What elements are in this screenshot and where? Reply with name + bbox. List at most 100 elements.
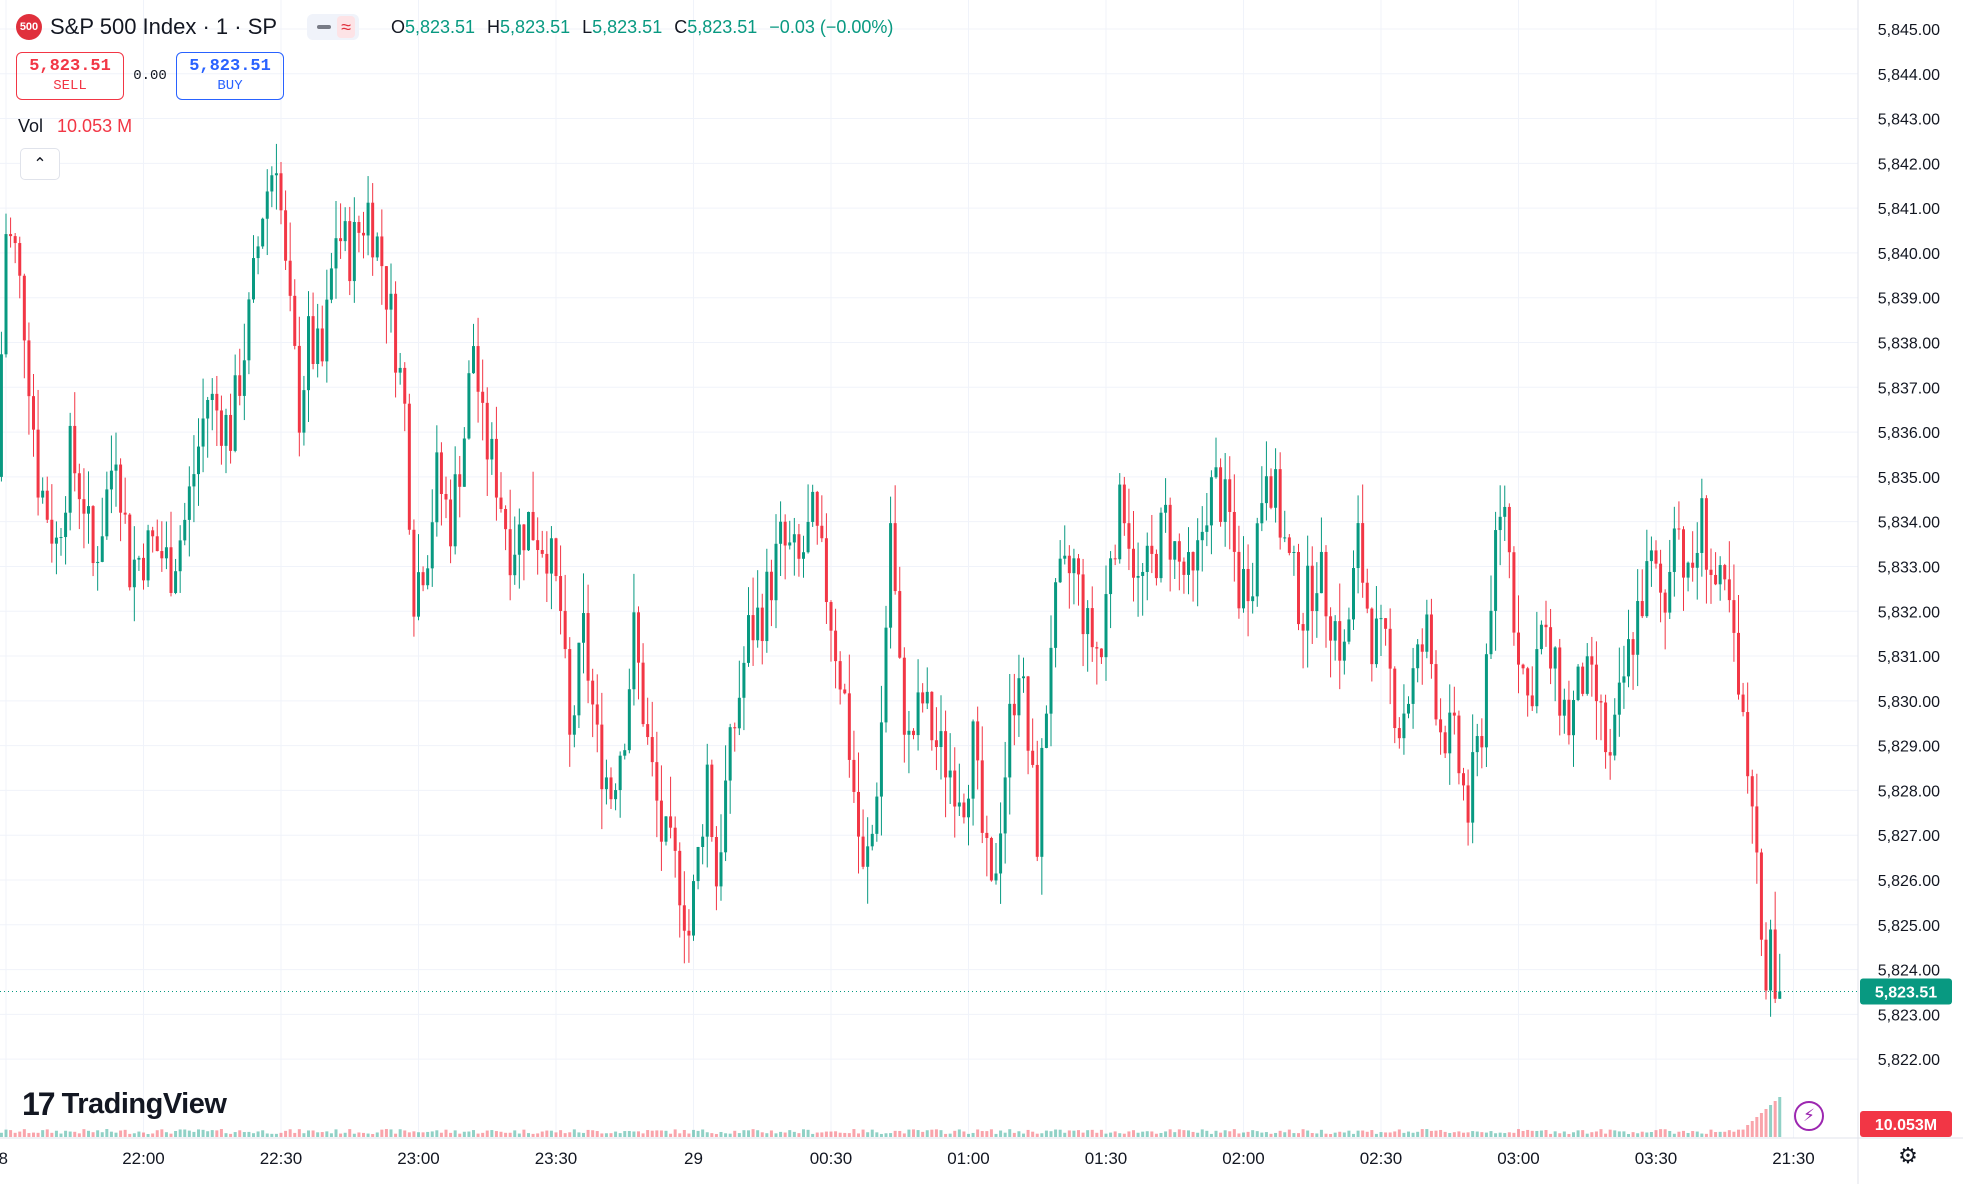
symbol-badge[interactable]: 500: [16, 14, 42, 40]
candle-body: [1567, 699, 1571, 736]
candle-body: [1310, 565, 1314, 612]
chevron-up-icon: ⌃: [33, 156, 47, 173]
volume-bar: [224, 1133, 228, 1137]
volume-bar: [1663, 1129, 1667, 1137]
candle-body: [824, 538, 828, 603]
symbol-legend: 500 S&P 500 Index · 1 · SP ≈ O 5,823.51 H…: [16, 14, 893, 40]
time-axis[interactable]: 28 22:00 22:30 23:00 23:30 29 00:30 01:00 01:30 0…: [0, 1149, 1815, 1168]
candle-body: [1035, 764, 1039, 857]
volume-legend[interactable]: Vol 10.053 M: [18, 116, 132, 137]
volume-bar: [41, 1130, 45, 1137]
volume-bar: [669, 1133, 673, 1137]
volume-bar: [1374, 1133, 1378, 1137]
candle-body: [1177, 541, 1181, 562]
price-tick-label: 5,838.00: [1878, 336, 1940, 353]
candle-body: [403, 367, 407, 404]
volume-bar: [591, 1130, 595, 1137]
candle-body: [1223, 479, 1227, 522]
candle-body: [394, 293, 398, 373]
candle-body: [1407, 703, 1410, 714]
volume-bar: [1704, 1133, 1708, 1137]
volume-bar: [325, 1131, 329, 1137]
volume-bar: [1549, 1133, 1553, 1137]
volume-bar: [398, 1129, 402, 1137]
volume-bar: [22, 1129, 26, 1137]
candle-body: [1521, 664, 1525, 669]
time-tick-label: 22:00: [122, 1149, 165, 1168]
volume-bar: [164, 1132, 168, 1137]
sell-button[interactable]: 5,823.51 SELL: [16, 52, 124, 100]
candle-body: [1164, 504, 1168, 513]
collapse-legend-button[interactable]: ⌃: [20, 148, 60, 180]
volume-bar: [834, 1131, 838, 1137]
volume-bar: [728, 1133, 732, 1137]
volume-bar: [687, 1133, 691, 1137]
candle-body: [870, 833, 874, 847]
candle-body: [815, 491, 819, 526]
lightning-icon[interactable]: ⚡: [1794, 1101, 1824, 1131]
candle-body: [737, 697, 741, 729]
volume-bar: [1292, 1133, 1296, 1137]
tradingview-logo[interactable]: 17 TradingView: [22, 1086, 227, 1123]
gear-icon[interactable]: ⚙: [1898, 1143, 1918, 1168]
volume-bar: [1755, 1117, 1759, 1137]
high-label: H: [487, 16, 501, 37]
candle-body: [123, 512, 127, 515]
candle-body: [1429, 614, 1433, 665]
candle-body: [1759, 852, 1763, 940]
candle-body: [91, 506, 95, 564]
volume-bar: [559, 1130, 563, 1137]
volume-bar: [866, 1132, 870, 1137]
volume-bar: [265, 1133, 269, 1137]
time-tick-label: 03:00: [1497, 1149, 1540, 1168]
candle-body: [183, 519, 187, 541]
candle-body: [921, 692, 925, 704]
volume-bar: [1484, 1132, 1488, 1137]
volume-bar: [1585, 1133, 1589, 1137]
volume-bar: [618, 1133, 622, 1137]
buy-button[interactable]: 5,823.51 BUY: [176, 52, 284, 100]
volume-bar: [889, 1133, 893, 1137]
candle-body: [210, 393, 214, 400]
price-tick-label: 5,826.00: [1878, 873, 1940, 890]
volume-bar: [467, 1131, 471, 1137]
volume-bar: [1732, 1131, 1736, 1137]
candle-body: [508, 529, 512, 576]
volume-bar: [375, 1132, 379, 1137]
symbol-title[interactable]: S&P 500 Index · 1 · SP: [50, 14, 278, 39]
candle-body: [1003, 777, 1007, 834]
candle-body: [357, 221, 361, 233]
candle-body: [238, 375, 242, 396]
candle-body: [320, 328, 324, 362]
candle-body: [1095, 647, 1099, 649]
volume-bar: [357, 1132, 361, 1137]
volume-bar: [242, 1132, 246, 1137]
volume-bar: [494, 1131, 498, 1137]
volume-bar: [527, 1133, 530, 1137]
candle-body: [1590, 656, 1594, 665]
candle-body: [1764, 939, 1768, 991]
candle-body: [1402, 713, 1406, 739]
volume-bar: [297, 1129, 301, 1137]
candle-body: [1613, 714, 1617, 756]
candle-body: [233, 375, 237, 451]
price-axis[interactable]: 5,845.00 5,844.00 5,843.00 5,842.00 5,841.00…: [1878, 22, 1940, 1069]
candle-body: [618, 755, 622, 791]
volume-bar: [811, 1133, 815, 1137]
legend-toggle[interactable]: ≈: [307, 14, 359, 40]
volume-bar: [1567, 1133, 1571, 1137]
candle-body: [1709, 569, 1713, 575]
candle-body: [206, 399, 210, 419]
candle-body: [192, 474, 196, 487]
candle-body: [224, 414, 228, 446]
candle-body: [297, 345, 301, 433]
volume-bar: [1283, 1132, 1287, 1137]
volume-bar: [1159, 1132, 1163, 1137]
candle-body: [710, 764, 714, 837]
candle-body: [1196, 540, 1200, 571]
candle-body: [577, 642, 581, 716]
volume-bar: [921, 1131, 925, 1137]
candle-body: [256, 246, 260, 259]
candle-body: [1700, 498, 1704, 553]
